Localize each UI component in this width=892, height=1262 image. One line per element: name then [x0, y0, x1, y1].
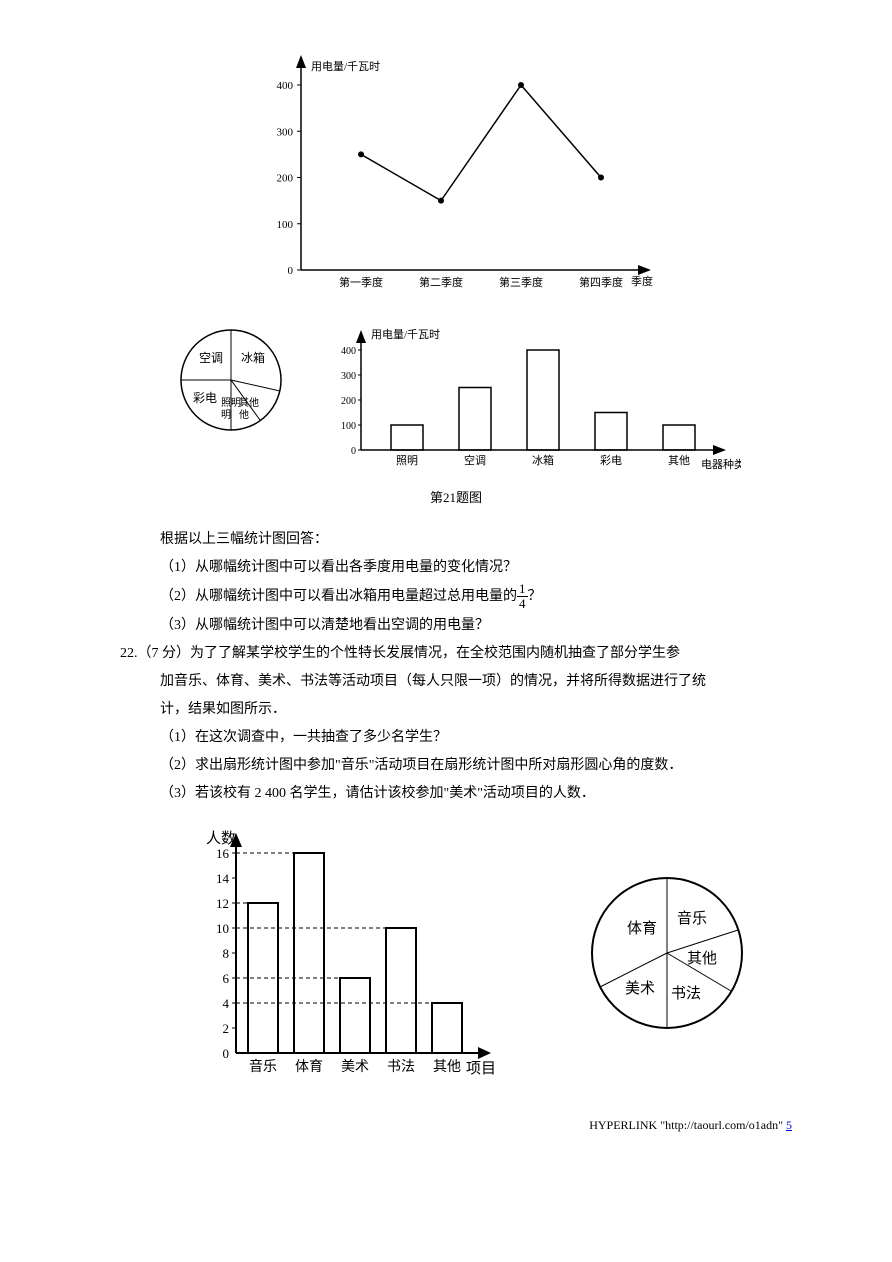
- svg-text:14: 14: [216, 871, 230, 886]
- svg-text:400: 400: [341, 346, 356, 357]
- svg-text:200: 200: [277, 173, 294, 185]
- svg-text:空调: 空调: [464, 453, 486, 467]
- svg-text:体育: 体育: [295, 1059, 323, 1075]
- svg-text:16: 16: [216, 846, 230, 861]
- svg-text:体育: 体育: [627, 920, 657, 937]
- page-footer: HYPERLINK "http://taourl.com/o1adn" 5: [120, 1113, 792, 1137]
- pie-chart-activities: 体育 音乐 其他 书法 美术: [577, 863, 757, 1043]
- svg-text:冰箱: 冰箱: [532, 453, 554, 467]
- svg-text:0: 0: [288, 265, 294, 277]
- question-1: （1）从哪幅统计图中可以看出各季度用电量的变化情况？: [160, 554, 792, 582]
- intro-text: 根据以上三幅统计图回答：: [160, 526, 792, 554]
- page-number-link[interactable]: 5: [786, 1118, 792, 1132]
- svg-text:6: 6: [222, 971, 229, 986]
- svg-text:其他: 其他: [433, 1059, 461, 1075]
- svg-text:电器种类: 电器种类: [701, 457, 741, 471]
- svg-text:美术: 美术: [625, 980, 655, 997]
- svg-text:彩电: 彩电: [600, 454, 622, 467]
- svg-text:4: 4: [222, 996, 229, 1011]
- svg-text:0: 0: [222, 1046, 229, 1061]
- svg-text:8: 8: [222, 946, 229, 961]
- question-22-1: （1）在这次调查中，一共抽查了多少名学生？: [160, 724, 792, 752]
- question-22-2: （2）求出扇形统计图中参加"音乐"活动项目在扇形统计图中所对扇形圆心角的度数．: [160, 752, 792, 780]
- svg-text:其他: 其他: [668, 454, 690, 467]
- svg-text:用电量/千瓦时: 用电量/千瓦时: [371, 328, 440, 341]
- svg-text:书法: 书法: [671, 985, 701, 1002]
- svg-text:100: 100: [277, 219, 294, 231]
- svg-text:2: 2: [222, 1021, 229, 1036]
- bar-chart-activities: 人数 项目 2 4 6 8 10 12 14 16 0 音乐 体育 美术 书法 其他: [186, 823, 506, 1083]
- question-22-line1: 22.（7 分）为了了解某学校学生的个性特长发展情况，在全校范围内随机抽查了部分…: [120, 640, 792, 668]
- svg-text:其他: 其他: [687, 950, 717, 967]
- fraction: 14: [517, 582, 528, 612]
- svg-text:0: 0: [351, 446, 356, 457]
- svg-text:10: 10: [216, 921, 229, 936]
- line-chart: 用电量/千瓦时 季度 0 100 200 300 400 第一季度 第二季度 第三季度 第四季…: [246, 40, 666, 310]
- svg-text:照明: 照明: [221, 397, 241, 409]
- question-22-line3: 计，结果如图所示．: [160, 696, 792, 724]
- svg-text:400: 400: [277, 80, 294, 92]
- svg-text:项目: 项目: [466, 1060, 496, 1077]
- svg-text:音乐: 音乐: [677, 910, 707, 927]
- svg-text:美术: 美术: [341, 1059, 369, 1075]
- question-22-3: （3）若该校有 2 400 名学生，请估计该校参加"美术"活动项目的人数．: [160, 780, 792, 808]
- svg-text:200: 200: [341, 396, 356, 407]
- chart-caption: 第21题图: [120, 485, 792, 511]
- question-22-line2: 加音乐、体育、美术、书法等活动项目（每人只限一项）的情况，并将所得数据进行了统: [160, 668, 792, 696]
- bar-chart-appliances: 用电量/千瓦时 电器种类 0 100 200 300 400 照明 空调 冰箱 彩电 其他: [321, 320, 741, 480]
- svg-text:第二季度: 第二季度: [419, 275, 463, 289]
- svg-text:其他: 其他: [239, 396, 259, 409]
- svg-text:他: 他: [239, 408, 249, 421]
- line-xlabel: 季度: [631, 274, 653, 288]
- svg-text:书法: 书法: [387, 1059, 415, 1075]
- svg-text:300: 300: [277, 126, 294, 138]
- svg-text:音乐: 音乐: [249, 1058, 277, 1075]
- svg-text:明: 明: [221, 409, 231, 421]
- svg-text:人数: 人数: [206, 830, 236, 847]
- question-2: （2）从哪幅统计图中可以看出冰箱用电量超过总用电量的14？: [160, 582, 792, 612]
- svg-text:300: 300: [341, 371, 356, 382]
- svg-text:彩电: 彩电: [193, 391, 217, 405]
- svg-text:冰箱: 冰箱: [241, 350, 265, 365]
- svg-text:12: 12: [216, 896, 229, 911]
- pie-chart-appliances: 空调 冰箱 彩电 照明 明 其他 他: [171, 320, 291, 440]
- line-ylabel: 用电量/千瓦时: [311, 60, 380, 73]
- question-3: （3）从哪幅统计图中可以清楚地看出空调的用电量？: [160, 612, 792, 640]
- svg-text:第一季度: 第一季度: [339, 275, 383, 289]
- svg-text:100: 100: [341, 421, 356, 432]
- svg-text:空调: 空调: [199, 351, 223, 365]
- svg-text:第三季度: 第三季度: [499, 275, 543, 289]
- svg-text:照明: 照明: [396, 454, 418, 467]
- svg-text:第四季度: 第四季度: [579, 275, 623, 289]
